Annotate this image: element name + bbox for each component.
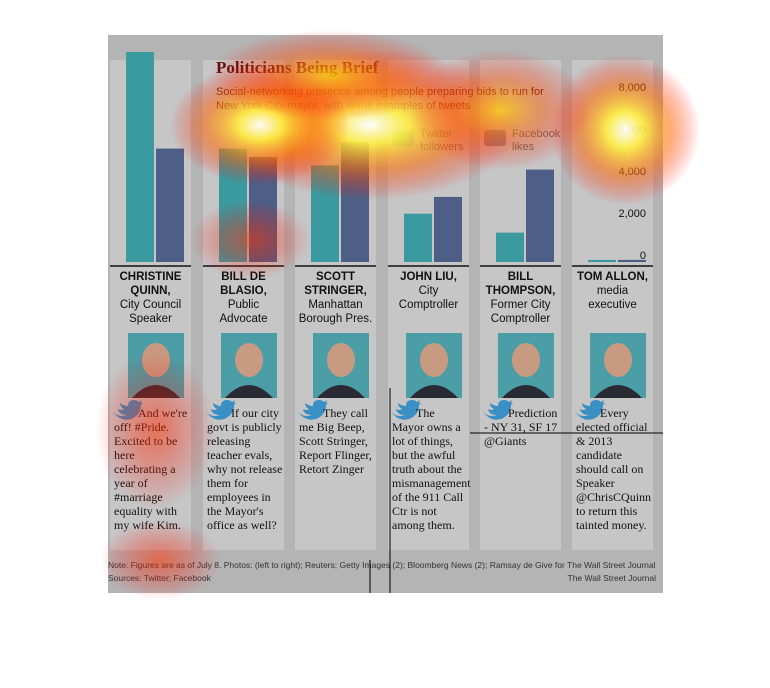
photo-face [420, 343, 448, 377]
tweet: The Mayor owns a lot of things, but the … [392, 406, 471, 532]
y-tick-label: 0 [640, 250, 646, 262]
legend-swatch [392, 130, 414, 146]
credit: The Wall Street Journal [567, 573, 657, 583]
legend-label: Facebook likes [512, 128, 561, 153]
subtitle: Social-networking presence among people … [216, 86, 544, 112]
bar [434, 196, 462, 262]
bar [219, 148, 247, 262]
legend-swatch [484, 130, 506, 146]
photo-body [317, 385, 365, 398]
candidate: BILL THOMPSON, Former City Comptroller [480, 270, 561, 326]
candidate-role: Public Advocate [219, 299, 268, 325]
photo-body [225, 385, 273, 398]
note: Note: Figures are as of July 8. Photos: … [108, 560, 656, 570]
twitter-icon [575, 400, 605, 420]
photo-body [594, 385, 642, 398]
candidate: BILL DE BLASIO, Public Advocate [203, 270, 284, 326]
candidate-name: CHRISTINE QUINN, [119, 271, 182, 297]
y-tick-label: 6,000 [618, 124, 646, 136]
photo-face [604, 343, 632, 377]
tweet: And we're off! #Pride. Excited to be her… [114, 406, 188, 532]
photo-face [512, 343, 540, 377]
bar [341, 142, 369, 262]
candidate-name: SCOTT STRINGER, [304, 271, 367, 297]
candidate-role: media executive [588, 285, 637, 311]
bar [156, 148, 184, 262]
twitter-icon [391, 400, 421, 420]
legend-label: Twitter followers [420, 128, 464, 153]
bar [311, 165, 339, 262]
y-tick-label: 8,000 [618, 82, 646, 94]
bar [126, 52, 154, 262]
twitter-icon [483, 400, 513, 420]
photo-face [235, 343, 263, 377]
tweet: Prediction - NY 31, SF 17 @Giants [484, 406, 558, 448]
bar [404, 213, 432, 262]
candidate-role: Manhattan Borough Pres. [298, 299, 373, 325]
photo-face [327, 343, 355, 377]
twitter-icon [298, 400, 328, 420]
y-tick-label: 2,000 [618, 208, 646, 220]
photo-body [410, 385, 458, 398]
candidate-name: BILL DE BLASIO, [220, 271, 267, 297]
y-tick-label: 4,000 [618, 166, 646, 178]
candidate-role: Former City Comptroller [490, 299, 551, 325]
candidate: SCOTT STRINGER, Manhattan Borough Pres. [295, 270, 376, 326]
bar [618, 259, 646, 262]
chart-title: Politicians Being Brief [216, 58, 379, 77]
bar [496, 232, 524, 262]
tweet: If our city govt is publicly releasing t… [207, 406, 283, 532]
tweet: They call me Big Beep, Scott Stringer, R… [299, 406, 372, 476]
candidate: TOM ALLON, media executive [572, 270, 653, 312]
bar [526, 169, 554, 262]
bar [588, 259, 616, 262]
photo-face [142, 343, 170, 377]
candidate-name: JOHN LIU, [400, 271, 457, 283]
candidate-name: BILL THOMPSON, [485, 271, 556, 297]
candidate-name: TOM ALLON, [577, 271, 648, 283]
sources: Sources: Twitter; Facebook [108, 573, 211, 583]
candidate: JOHN LIU, City Comptroller [388, 270, 469, 312]
candidate-role: City Council Speaker [119, 299, 182, 325]
bar [249, 157, 277, 262]
tweet: Every elected official & 2013 candidate … [576, 406, 652, 532]
candidate-role: City Comptroller [398, 285, 459, 311]
candidate: CHRISTINE QUINN, City Council Speaker [110, 270, 191, 326]
photo-body [502, 385, 550, 398]
